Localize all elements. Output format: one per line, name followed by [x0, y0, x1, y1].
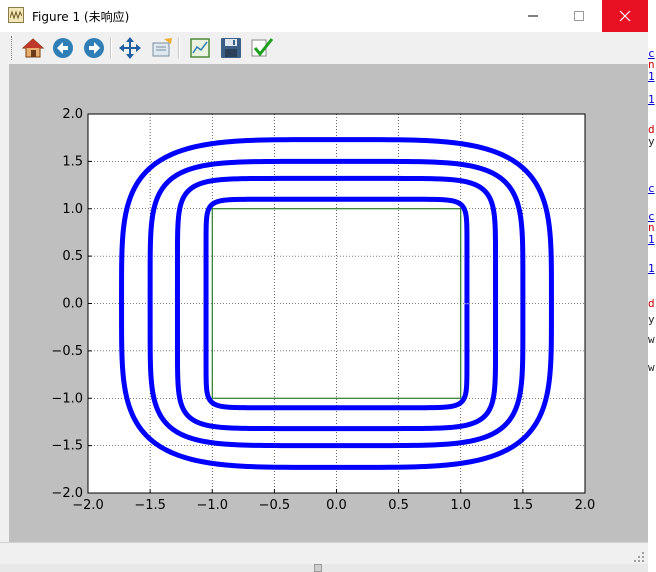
- maximize-button[interactable]: [556, 0, 602, 32]
- series-line-contour-1: [203, 196, 470, 411]
- x-tick-label: 0.5: [388, 498, 409, 513]
- background-text-fragment: y: [648, 313, 655, 326]
- x-tick-label: 1.0: [450, 498, 471, 513]
- app-icon: [8, 7, 24, 23]
- y-tick-label: 0.5: [62, 249, 83, 264]
- x-tick-label: 0.0: [326, 498, 347, 513]
- window-title: Figure 1 (未响应): [32, 10, 130, 24]
- home-icon: [21, 38, 45, 58]
- save-button[interactable]: [219, 36, 243, 60]
- zoom-button[interactable]: [150, 36, 174, 60]
- configure-subplots-icon: [190, 38, 210, 58]
- series-line-contour-2: [174, 175, 499, 432]
- series-layer: [119, 137, 554, 470]
- y-tick-label: −1.5: [51, 439, 83, 454]
- background-text-fragment: n: [648, 221, 655, 234]
- toolbar-separator: [110, 37, 112, 59]
- home-button[interactable]: [21, 36, 45, 60]
- background-scrollbar[interactable]: [0, 564, 648, 572]
- background-text-fragment: w: [648, 333, 655, 346]
- status-bar: [0, 542, 648, 565]
- x-tick-label: −1.0: [196, 498, 228, 513]
- pan-move-icon: [119, 37, 141, 59]
- close-button[interactable]: [602, 0, 648, 32]
- edit-check-icon: [251, 38, 274, 57]
- series-line-contour-4: [119, 137, 554, 470]
- x-tick-label: −0.5: [259, 498, 291, 513]
- background-text-fragment: d: [648, 297, 655, 310]
- background-text-fragment[interactable]: 1: [648, 262, 655, 275]
- background-text-fragment[interactable]: 1: [648, 70, 655, 83]
- y-tick-label: −0.5: [51, 344, 83, 359]
- series-line-contour-3: [147, 158, 526, 449]
- back-arrow-icon: [53, 38, 73, 58]
- background-text-fragment: n: [648, 58, 655, 71]
- toolbar-grip[interactable]: [11, 36, 15, 60]
- navigation-toolbar: [0, 32, 648, 64]
- background-text-fragment[interactable]: 1: [648, 233, 655, 246]
- pan-button[interactable]: [118, 36, 142, 60]
- toolbar-separator: [178, 37, 180, 59]
- x-tick-label: −2.0: [72, 498, 104, 513]
- background-text-fragment[interactable]: 1: [648, 93, 655, 106]
- x-tick-label: 2.0: [575, 498, 596, 513]
- background-text-fragment: w: [648, 361, 655, 374]
- forward-arrow-icon: [84, 38, 104, 58]
- background-text-fragment: y: [648, 135, 655, 148]
- background-text-fragment: d: [648, 123, 655, 136]
- minimize-button[interactable]: [510, 0, 556, 32]
- axes-frame: [87, 113, 586, 494]
- back-button[interactable]: [51, 36, 75, 60]
- plot-svg: −2.0 −1.5 −1.0 −0.5 0.0 0.5 1.0 1.5 2.0 2.0 1.5 1.0…: [51, 107, 595, 513]
- close-icon: [619, 10, 631, 22]
- y-tick-label: 2.0: [62, 107, 83, 122]
- title-bar[interactable]: Figure 1 (未响应): [0, 0, 648, 32]
- y-tick-label: 0.0: [62, 297, 83, 312]
- background-text-fragment[interactable]: c: [648, 182, 655, 195]
- resize-grip-icon[interactable]: [634, 552, 644, 562]
- y-tick-label: −2.0: [51, 486, 83, 501]
- x-tick-label: −1.5: [134, 498, 166, 513]
- configure-subplots-button[interactable]: [188, 36, 212, 60]
- x-tick-label: 1.5: [513, 498, 534, 513]
- y-tick-label: −1.0: [51, 391, 83, 406]
- forward-button[interactable]: [82, 36, 106, 60]
- axis-ticks: −2.0 −1.5 −1.0 −0.5 0.0 0.5 1.0 1.5 2.0 2.0 1.5 1.0…: [51, 107, 595, 513]
- background-text-fragment[interactable]: c: [648, 47, 655, 60]
- zoom-icon: [152, 38, 172, 57]
- background-text-fragment[interactable]: c: [648, 210, 655, 223]
- series-line-square: [211, 208, 462, 399]
- save-disk-icon: [221, 38, 241, 58]
- figure-canvas[interactable]: −2.0 −1.5 −1.0 −0.5 0.0 0.5 1.0 1.5 2.0 2.0 1.5 1.0…: [9, 64, 648, 542]
- edit-button[interactable]: [250, 36, 274, 60]
- y-tick-label: 1.0: [62, 202, 83, 217]
- y-tick-label: 1.5: [62, 154, 83, 169]
- scrollbar-thumb[interactable]: [314, 564, 322, 572]
